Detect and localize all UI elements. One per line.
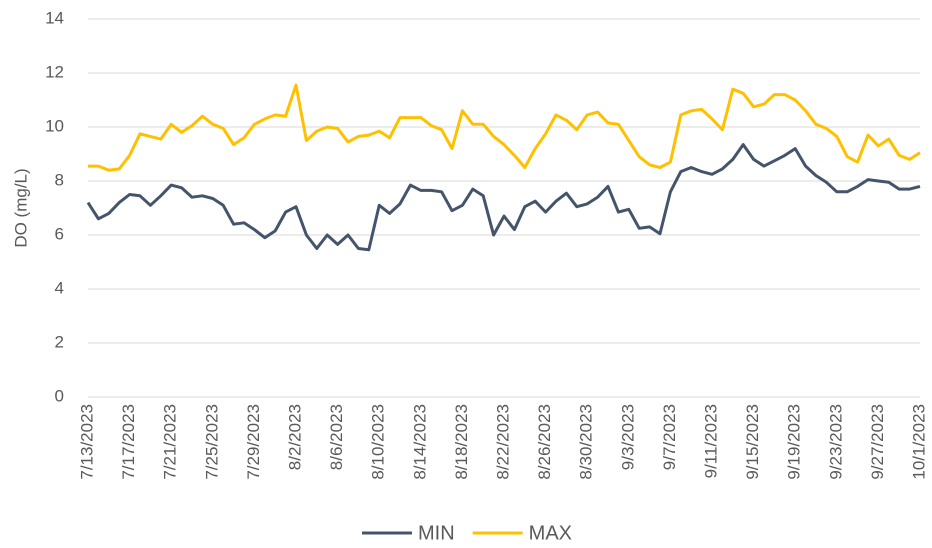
x-tick-label: 7/17/2023: [119, 404, 138, 480]
y-tick-label: 10: [45, 116, 64, 135]
y-tick-label: 6: [55, 224, 64, 243]
y-tick-label: 0: [55, 386, 64, 405]
y-axis-title: DO (mg/L): [11, 168, 30, 247]
x-tick-label: 8/22/2023: [493, 404, 512, 480]
y-tick-label: 12: [45, 62, 64, 81]
series-line: [88, 83, 921, 172]
x-tick-label: 8/6/2023: [327, 404, 346, 470]
y-tick-label: 2: [55, 332, 64, 351]
legend-label: MAX: [529, 522, 572, 544]
x-tick-label: 9/3/2023: [618, 404, 637, 470]
x-tick-label: 7/29/2023: [244, 404, 263, 480]
x-tick-label: 10/1/2023: [909, 404, 928, 480]
x-tick-label: 9/19/2023: [785, 404, 804, 480]
x-tick-label: 9/15/2023: [743, 404, 762, 480]
x-tick-label: 8/2/2023: [285, 404, 304, 470]
y-tick-label: 4: [55, 278, 64, 297]
x-tick-label: 9/23/2023: [826, 404, 845, 480]
y-tick-label: 14: [45, 8, 64, 27]
x-tick-label: 8/18/2023: [452, 404, 471, 480]
x-tick-label: 8/10/2023: [369, 404, 388, 480]
x-tick-label: 7/21/2023: [161, 404, 180, 480]
x-tick-label: 8/30/2023: [577, 404, 596, 480]
x-tick-label: 9/11/2023: [701, 404, 720, 478]
x-tick-label: 8/14/2023: [410, 404, 429, 480]
series-line: [86, 143, 921, 252]
x-tick-label: 7/25/2023: [202, 404, 221, 480]
legend-label: MIN: [418, 522, 455, 544]
x-tick-label: 9/27/2023: [868, 404, 887, 480]
x-tick-label: 7/13/2023: [77, 404, 96, 480]
x-tick-label: 9/7/2023: [660, 404, 679, 470]
x-tick-label: 8/26/2023: [535, 404, 554, 480]
y-tick-label: 8: [55, 170, 64, 189]
